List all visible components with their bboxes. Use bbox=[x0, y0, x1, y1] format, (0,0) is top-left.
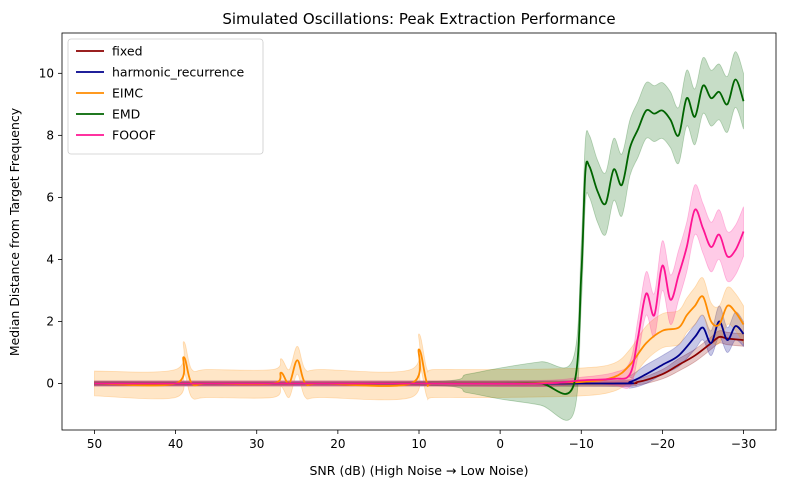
y-tick-label: 0 bbox=[46, 376, 54, 390]
chart-title: Simulated Oscillations: Peak Extraction … bbox=[222, 10, 615, 28]
x-axis-label: SNR (dB) (High Noise → Low Noise) bbox=[310, 463, 529, 478]
x-tick-label: −30 bbox=[731, 437, 756, 451]
x-tick-label: −10 bbox=[569, 437, 594, 451]
y-tick-label: 4 bbox=[46, 252, 54, 266]
band-harmonic-recurrence bbox=[94, 305, 744, 389]
y-axis-ticks: 0 2 4 6 8 10 bbox=[39, 66, 62, 390]
y-tick-label: 6 bbox=[46, 190, 54, 204]
series-lines bbox=[94, 78, 745, 395]
legend: fixed harmonic_recurrence EIMC EMD FOOOF bbox=[67, 38, 264, 155]
legend-box bbox=[67, 38, 264, 155]
x-tick-label: 40 bbox=[168, 437, 183, 451]
legend-label-fixed: fixed bbox=[112, 44, 143, 59]
y-tick-label: 2 bbox=[46, 314, 54, 328]
y-axis-label: Median Distance from Target Frequency bbox=[7, 107, 22, 356]
y-tick-label: 10 bbox=[39, 66, 54, 80]
y-tick-label: 8 bbox=[46, 128, 54, 142]
line-fooof bbox=[94, 208, 745, 385]
x-tick-label: 20 bbox=[330, 437, 345, 451]
x-tick-label: 30 bbox=[249, 437, 264, 451]
band-fooof bbox=[94, 184, 744, 389]
x-axis-ticks: 50 40 30 20 10 0 −10 −20 −30 bbox=[87, 430, 756, 451]
x-tick-label: 0 bbox=[496, 437, 504, 451]
legend-label-emd: EMD bbox=[112, 107, 140, 122]
legend-label-eimc: EIMC bbox=[112, 86, 143, 101]
x-tick-label: 10 bbox=[411, 437, 426, 451]
x-tick-label: −20 bbox=[650, 437, 675, 451]
legend-label-fooof: FOOOF bbox=[112, 128, 156, 143]
legend-label-harmonic-recurrence: harmonic_recurrence bbox=[112, 65, 244, 80]
band-eimc bbox=[94, 277, 744, 401]
x-tick-label: 50 bbox=[87, 437, 102, 451]
